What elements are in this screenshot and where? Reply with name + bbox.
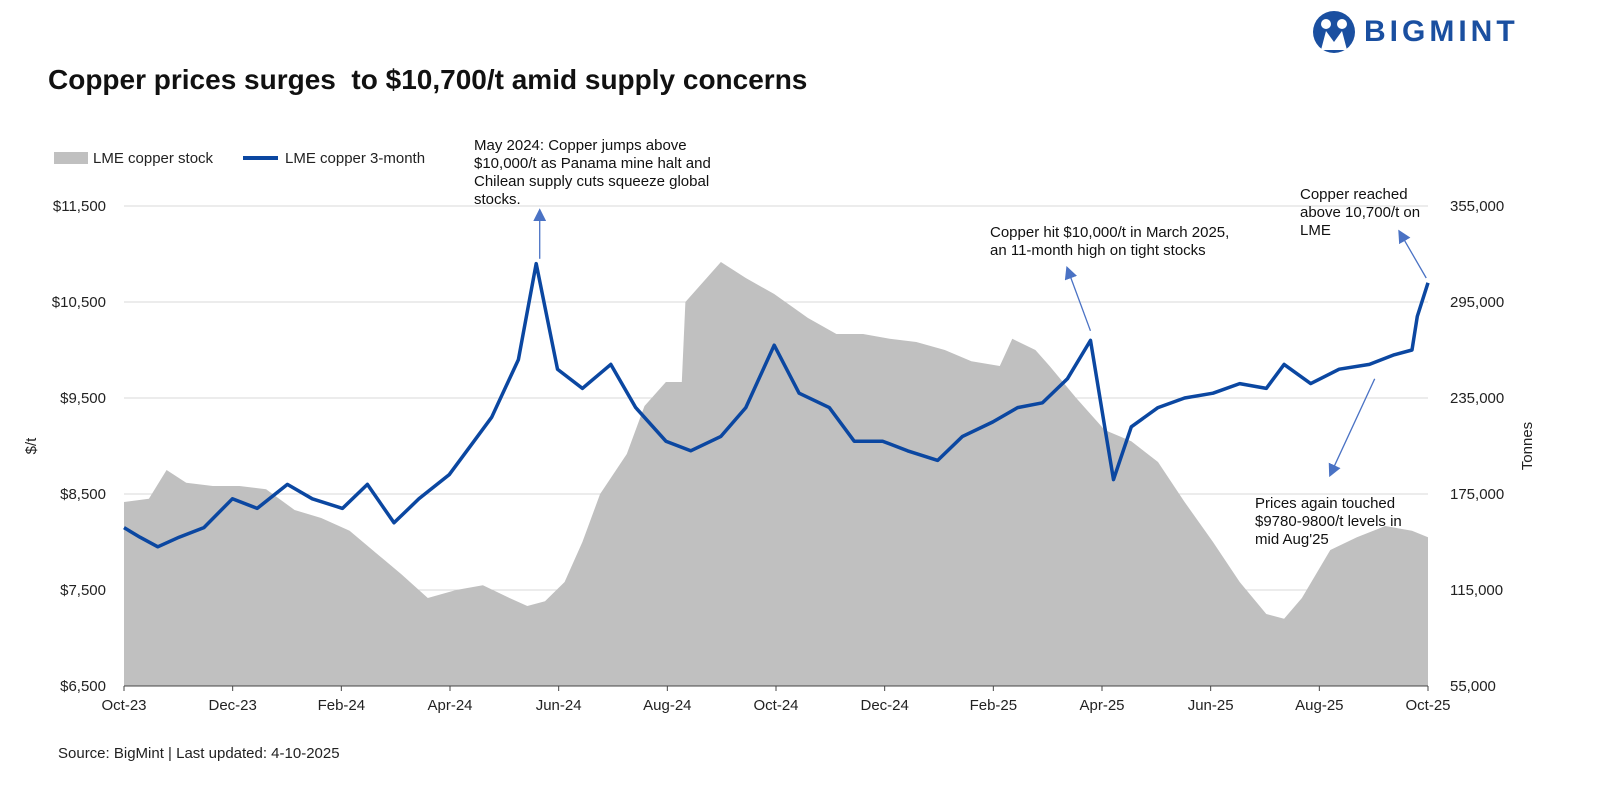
brand-mark-icon <box>1313 11 1355 53</box>
y-left-tick-label: $6,500 <box>60 678 106 695</box>
y-left-tick-label: $10,500 <box>52 294 106 311</box>
source-note: Source: BigMint | Last updated: 4-10-202… <box>58 745 340 762</box>
x-tick-label: Aug-24 <box>643 697 691 714</box>
x-tick-label: Dec-24 <box>860 697 908 714</box>
x-tick-label: Apr-25 <box>1079 697 1124 714</box>
x-tick-label: Oct-24 <box>753 697 798 714</box>
x-tick-label: Dec-23 <box>208 697 256 714</box>
y-left-tick-label: $8,500 <box>60 486 106 503</box>
y-right-tick-label: 115,000 <box>1450 582 1503 599</box>
annotation-text-line: $10,000/t as Panama mine halt and <box>474 155 711 172</box>
annotation-text-line: stocks. <box>474 191 521 208</box>
annotations: May 2024: Copper jumps above$10,000/t as… <box>474 137 1427 548</box>
annotation-text-line: $9780-9800/t levels in <box>1255 513 1402 530</box>
y-right-axis-label: Tonnes <box>1519 422 1536 470</box>
legend-swatch-stock <box>54 152 88 164</box>
chart-title: Copper prices surges to $10,700/t amid s… <box>48 64 808 95</box>
y-right-tick-label: 175,000 <box>1450 486 1504 503</box>
y-right-tick-label: 295,000 <box>1450 294 1504 311</box>
annotation-text-line: an 11-month high on tight stocks <box>990 242 1206 259</box>
legend: LME copper stock LME copper 3-month <box>54 150 425 167</box>
annotation-text-line: mid Aug'25 <box>1255 531 1329 548</box>
stock-area <box>124 262 1428 686</box>
y-right-tick-label: 55,000 <box>1450 678 1496 695</box>
stock-area-layer <box>124 262 1428 686</box>
price-line-layer <box>123 261 1430 549</box>
y-left-tick-label: $7,500 <box>60 582 106 599</box>
x-tick-label: Oct-25 <box>1405 697 1450 714</box>
y-right-tick-label: 355,000 <box>1450 198 1504 215</box>
y-right-tick-label: 235,000 <box>1450 390 1504 407</box>
annotation-text-line: Copper reached <box>1300 186 1408 203</box>
brand-name: BIGMINT <box>1364 15 1519 48</box>
y-left-tick-label: $11,500 <box>53 198 106 215</box>
annotation-arrow <box>1328 378 1376 478</box>
price-line <box>123 261 1430 549</box>
x-tick-label: Feb-25 <box>970 697 1018 714</box>
annotation-arrow <box>1064 265 1092 332</box>
annotation-text-line: Copper hit $10,000/t in March 2025, <box>990 224 1229 241</box>
y-left-tick-label: $9,500 <box>60 390 106 407</box>
x-tick-label: Feb-24 <box>318 697 366 714</box>
annotation-text-line: above 10,700/t on <box>1300 204 1420 221</box>
axis-layer: $6,500 55,000 $7,500 115,000 $8,500 175,000 $9… <box>23 198 1536 714</box>
annotation-text-line: Chilean supply cuts squeeze global <box>474 173 709 190</box>
x-tick-label: Aug-25 <box>1295 697 1343 714</box>
legend-label-price: LME copper 3-month <box>285 150 425 167</box>
annotation-arrow <box>1398 229 1427 279</box>
x-tick-label: Jun-25 <box>1188 697 1234 714</box>
x-tick-label: Apr-24 <box>427 697 472 714</box>
annotation-text-line: LME <box>1300 222 1331 239</box>
x-tick-label: Oct-23 <box>101 697 146 714</box>
x-tick-label: Jun-24 <box>536 697 582 714</box>
annotation-text-line: May 2024: Copper jumps above <box>474 137 687 154</box>
brand-logo: BIGMINT <box>1312 8 1519 56</box>
y-left-axis-label: $/t <box>23 437 40 455</box>
legend-label-stock: LME copper stock <box>93 150 214 167</box>
annotation-text-line: Prices again touched <box>1255 495 1395 512</box>
